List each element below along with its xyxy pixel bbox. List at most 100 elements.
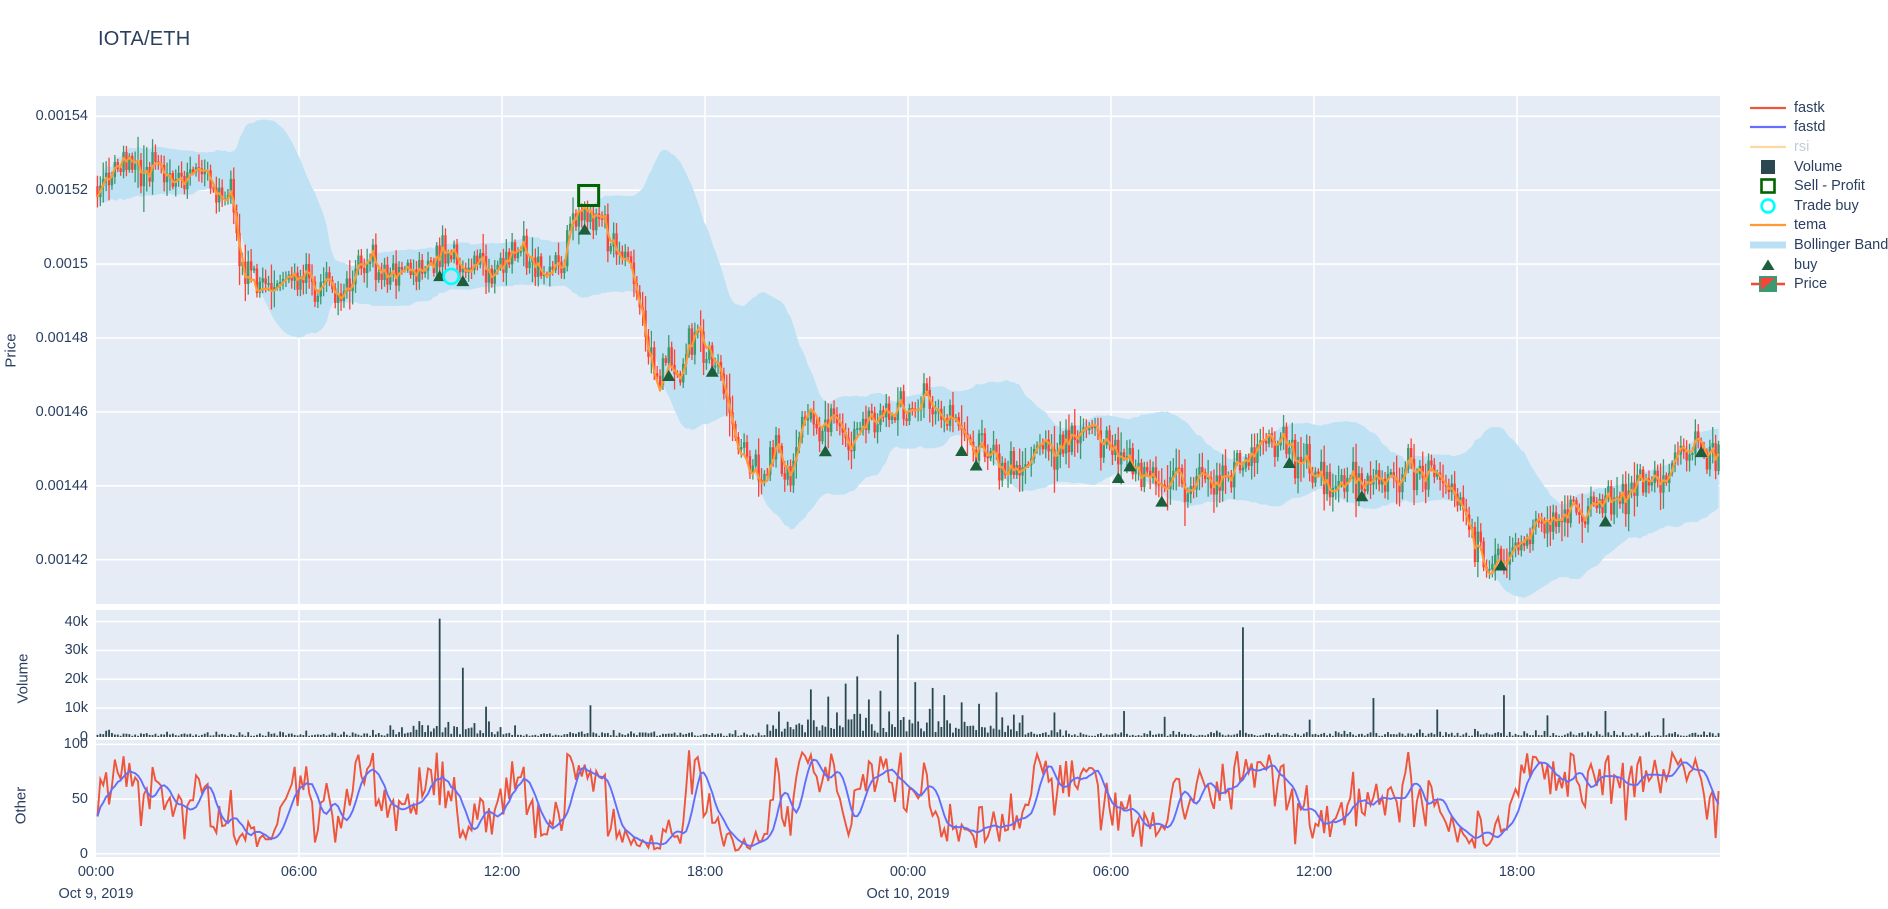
volume-bar <box>1210 732 1212 737</box>
volume-bar <box>340 734 342 737</box>
volume-bar <box>873 730 876 737</box>
volume-bar <box>1613 730 1616 737</box>
volume-bar <box>1543 730 1546 737</box>
volume-bar <box>1311 734 1314 737</box>
volume-bar <box>1421 732 1424 737</box>
volume-bar <box>1485 732 1488 737</box>
volume-bar <box>328 734 331 737</box>
volume-bar <box>682 734 685 737</box>
legend-item-tema[interactable]: tema <box>1748 216 1888 236</box>
buy-marker <box>1494 559 1508 571</box>
legend-item-sell-profit[interactable]: Sell - Profit <box>1748 176 1888 196</box>
volume-bar <box>1456 732 1459 737</box>
volume-bar <box>1134 735 1137 737</box>
volume-subplot[interactable] <box>96 610 1720 737</box>
volume-bar <box>151 735 154 737</box>
volume-bar <box>195 734 197 737</box>
legend-item-trade-buy[interactable]: Trade buy <box>1748 196 1888 216</box>
volume-bar <box>1505 735 1508 737</box>
volume-bar <box>937 721 940 737</box>
ytick-label-volume: 30k <box>64 642 88 659</box>
volume-bar <box>267 731 270 737</box>
xtick-label: 00:00 <box>77 864 115 880</box>
price-plot-area[interactable] <box>96 96 1720 604</box>
volume-bar <box>1662 718 1665 737</box>
volume-bar <box>157 735 160 737</box>
volume-bar <box>392 729 395 737</box>
volume-bar <box>983 727 986 737</box>
legend-item-label: Trade buy <box>1794 197 1859 214</box>
legend-item-buy[interactable]: buy <box>1748 255 1888 275</box>
other-subplot[interactable] <box>96 740 1720 857</box>
other-plot-area[interactable] <box>96 740 1720 857</box>
volume-bar <box>1085 734 1088 737</box>
legend-line-icon <box>1748 138 1788 156</box>
volume-bar <box>569 732 572 737</box>
volume-bar <box>1555 735 1558 737</box>
volume-bar <box>1198 734 1201 737</box>
volume-bar <box>148 734 151 737</box>
volume-bar <box>548 733 551 737</box>
volume-bar <box>1239 730 1241 737</box>
volume-bar <box>1105 734 1108 737</box>
ytick-label-price: 0.00142 <box>35 551 88 568</box>
volume-bar <box>1494 732 1497 737</box>
volume-plot-area[interactable] <box>96 610 1720 737</box>
volume-bar <box>812 720 815 737</box>
volume-bar <box>1526 733 1529 737</box>
ytick-label-price: 0.00146 <box>35 403 88 420</box>
volume-bar <box>1465 732 1468 737</box>
volume-bar <box>789 727 792 737</box>
volume-bar <box>180 734 183 737</box>
volume-bar <box>1265 733 1268 737</box>
volume-bar <box>1691 732 1694 737</box>
volume-bar <box>554 734 557 737</box>
legend-item-fastk[interactable]: fastk <box>1748 98 1888 118</box>
volume-bar <box>1439 731 1442 737</box>
volume-bar <box>427 725 429 737</box>
volume-bar <box>1610 735 1613 737</box>
volume-bar <box>580 731 583 737</box>
volume-bar <box>1413 735 1415 737</box>
volume-bar <box>1201 734 1204 737</box>
legend-item-price[interactable]: Price <box>1748 274 1888 294</box>
volume-bar <box>1677 734 1679 737</box>
legend-item-rsi[interactable]: rsi <box>1748 137 1888 157</box>
volume-bar <box>1703 731 1705 737</box>
volume-bar <box>145 733 148 737</box>
volume-bar <box>1300 735 1302 737</box>
volume-bar <box>1700 734 1703 737</box>
trade-buy-marker <box>442 267 461 286</box>
volume-bar <box>621 734 624 737</box>
volume-bar <box>1334 731 1337 737</box>
volume-bar <box>244 735 247 737</box>
volume-bar <box>1294 733 1297 737</box>
volume-bar <box>1674 732 1676 737</box>
volume-bar <box>456 726 458 737</box>
volume-bar <box>1471 735 1473 737</box>
legend-item-fastd[interactable]: fastd <box>1748 118 1888 138</box>
volume-bar <box>786 721 789 737</box>
price-subplot[interactable] <box>96 96 1720 604</box>
volume-bar <box>224 734 226 737</box>
volume-bar <box>264 735 267 737</box>
volume-bar <box>1587 731 1589 737</box>
volume-bar <box>122 733 125 737</box>
volume-bar <box>1276 732 1279 737</box>
volume-bar <box>1305 732 1308 737</box>
volume-bar <box>780 731 783 737</box>
volume-bar <box>960 702 963 737</box>
volume-bar <box>1233 734 1236 737</box>
legend-triangle-up-icon <box>1748 256 1788 274</box>
volume-bar <box>853 713 856 737</box>
chart-legend[interactable]: fastk fastd rsi Volume Sell - Profit Trade bu… <box>1748 98 1888 294</box>
volume-bar <box>1656 734 1659 737</box>
legend-item-bollinger-band[interactable]: Bollinger Band <box>1748 235 1888 255</box>
volume-bar <box>1497 732 1500 737</box>
volume-bar <box>1607 732 1610 737</box>
volume-bar <box>137 735 139 737</box>
volume-bar <box>1360 733 1363 737</box>
legend-item-volume[interactable]: Volume <box>1748 157 1888 177</box>
volume-bar <box>258 733 261 737</box>
volume-bar <box>1152 734 1154 737</box>
